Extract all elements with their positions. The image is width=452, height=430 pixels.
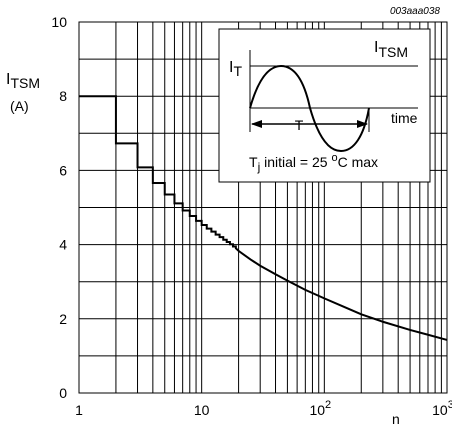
x-axis-label: n (392, 411, 400, 427)
plot-frame (78, 21, 448, 394)
inset-itsm-label: ITSM (374, 39, 408, 60)
inset-it-label: IT (229, 59, 242, 79)
x-tick-label: 103 (432, 399, 452, 418)
y-axis-label: ITSM (6, 71, 40, 91)
y-tick-label: 8 (59, 88, 67, 104)
x-tick-label: 102 (309, 399, 331, 418)
y-tick-label: 2 (59, 311, 67, 327)
y-tick-label: 0 (59, 385, 67, 401)
tick-labels: 0 2 4 6 8 10 1 10 102 103 (51, 14, 452, 418)
inset-period-arrowhead-left (251, 120, 262, 128)
inset-time-label: time (391, 110, 418, 126)
inset: IT ITSM T time Tj initial = 25 oC max (218, 28, 431, 183)
inset-box (218, 28, 431, 183)
y-tick-label: 4 (59, 237, 67, 253)
x-tick-label: 1 (75, 402, 83, 418)
inset-sine-wave (249, 64, 370, 153)
inset-condition: Tj initial = 25 oC max (249, 152, 378, 174)
y-tick-label: 6 (59, 162, 67, 178)
series-layer (79, 95, 448, 341)
x-tick-label: 10 (194, 402, 210, 418)
chart-code: 003aaa038 (390, 6, 440, 17)
inset-period-label: T (295, 117, 304, 133)
series-line (79, 95, 448, 341)
y-axis-unit: (A) (10, 98, 29, 114)
inset-period-arrowhead-right (357, 120, 368, 128)
y-tick-label: 10 (51, 14, 67, 30)
